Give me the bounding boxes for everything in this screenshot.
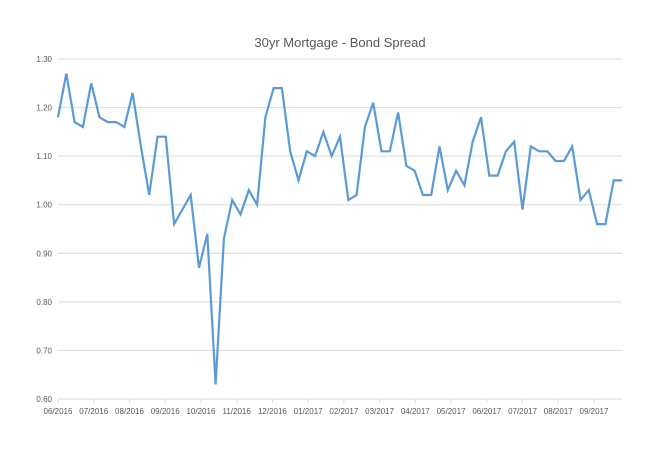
x-tick-label: 10/2016 xyxy=(186,407,215,416)
y-axis-tick-labels: 0.60 0.70 0.80 0.90 1.00 1.10 1.20 1.30 xyxy=(36,55,52,404)
y-tick-label: 0.80 xyxy=(36,298,52,307)
y-tick-label: 0.90 xyxy=(36,249,52,258)
x-tick-label: 07/2017 xyxy=(508,407,537,416)
chart-title: 30yr Mortgage - Bond Spread xyxy=(254,35,425,50)
x-tick-label: 08/2017 xyxy=(544,407,573,416)
x-tick-label: 11/2016 xyxy=(223,407,252,416)
x-axis xyxy=(57,399,595,403)
y-tick-label: 1.00 xyxy=(36,201,52,210)
x-tick-label: 06/2017 xyxy=(472,407,501,416)
x-tick-label: 04/2017 xyxy=(401,407,430,416)
x-tick-label: 06/2016 xyxy=(44,407,73,416)
x-tick-label: 12/2016 xyxy=(258,407,287,416)
x-tick-label: 09/2016 xyxy=(151,407,180,416)
y-tick-label: 1.20 xyxy=(36,104,52,113)
gridlines xyxy=(58,58,622,400)
x-tick-label: 08/2016 xyxy=(115,407,144,416)
data-series xyxy=(56,73,622,385)
x-tick-label: 07/2016 xyxy=(79,407,108,416)
y-tick-label: 0.70 xyxy=(36,346,52,355)
x-axis-tick-labels: 06/2016 07/2016 08/2016 09/2016 10/2016 11/20… xyxy=(44,407,609,416)
x-tick-label: 03/2017 xyxy=(365,407,394,416)
y-tick-label: 1.30 xyxy=(36,55,52,64)
x-tick-label: 05/2017 xyxy=(437,407,466,416)
x-tick-label: 01/2017 xyxy=(294,407,323,416)
y-tick-label: 1.10 xyxy=(36,152,52,161)
series-line xyxy=(56,73,622,385)
y-tick-label: 0.60 xyxy=(36,395,52,404)
x-tick-label: 02/2017 xyxy=(329,407,358,416)
x-tick-label: 09/2017 xyxy=(580,407,609,416)
